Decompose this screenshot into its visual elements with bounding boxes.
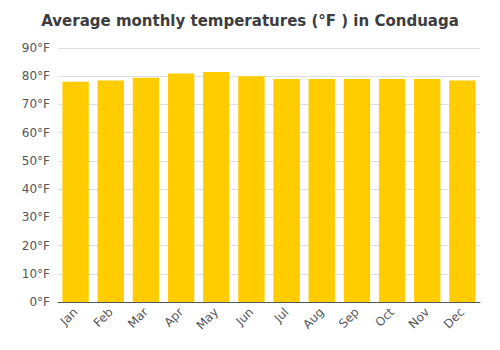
svg-text:Oct: Oct xyxy=(372,305,397,330)
svg-text:40°F: 40°F xyxy=(22,182,50,196)
svg-text:80°F: 80°F xyxy=(22,69,50,83)
svg-text:Dec: Dec xyxy=(441,305,467,331)
svg-text:Mar: Mar xyxy=(125,305,151,331)
svg-text:0°F: 0°F xyxy=(29,295,50,309)
svg-text:Feb: Feb xyxy=(91,305,116,330)
svg-text:Jul: Jul xyxy=(271,305,292,326)
svg-text:20°F: 20°F xyxy=(22,239,50,253)
svg-text:Jun: Jun xyxy=(233,305,257,329)
svg-text:30°F: 30°F xyxy=(22,210,50,224)
svg-text:Average monthly temperatures (: Average monthly temperatures (°F ) in Co… xyxy=(41,12,459,30)
svg-text:Sep: Sep xyxy=(336,305,362,331)
svg-text:Aug: Aug xyxy=(300,305,326,331)
svg-text:10°F: 10°F xyxy=(22,267,50,281)
svg-text:Jan: Jan xyxy=(57,305,81,329)
svg-text:70°F: 70°F xyxy=(22,97,50,111)
svg-text:May: May xyxy=(194,305,221,332)
svg-text:50°F: 50°F xyxy=(22,154,50,168)
svg-text:60°F: 60°F xyxy=(22,126,50,140)
svg-text:Nov: Nov xyxy=(406,305,432,331)
svg-text:90°F: 90°F xyxy=(22,41,50,55)
svg-text:Apr: Apr xyxy=(161,305,186,330)
